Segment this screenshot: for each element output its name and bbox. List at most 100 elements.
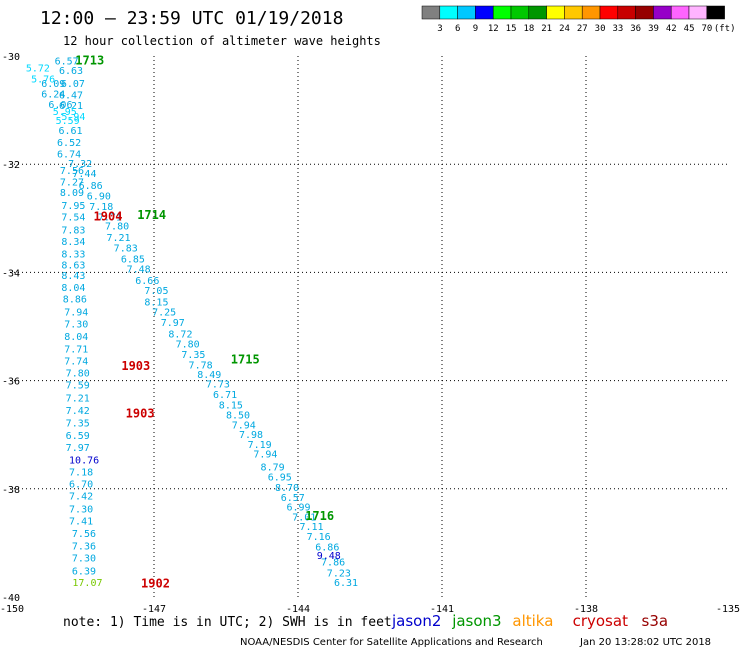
wave-height-label: 6.59 [66, 431, 90, 442]
wave-height-label: 7.71 [98, 212, 122, 223]
scale-label: 33 [612, 24, 623, 34]
scale-swatch [457, 5, 476, 20]
wave-height-label: 5.59 [56, 116, 80, 127]
scale-label: 45 [684, 24, 695, 34]
wave-height-label: 7.97 [161, 318, 185, 329]
scale-swatch [564, 5, 583, 20]
wave-height-label: 6.85 [121, 255, 145, 266]
mission-jason2: jason2 [391, 612, 441, 630]
wave-height-label: 17.07 [72, 578, 102, 589]
plot-area: -150 -147 -144 -141 -138 -135 -30 -32 -34 -36 -38 -… [0, 52, 740, 615]
scale-label: 3 [437, 24, 442, 34]
wave-height-label: 8.15 [144, 297, 168, 308]
wave-height-label: 7.18 [89, 202, 113, 213]
wave-height-label: 6.86 [79, 181, 103, 192]
footer-timestamp: Jan 20 13:28:02 UTC 2018 [579, 637, 711, 648]
plot-background [10, 56, 730, 597]
wave-height-label: 6.06 [48, 100, 72, 111]
wave-height-label: 6.66 [135, 276, 159, 287]
y-tick-label: -32 [2, 160, 20, 171]
y-tick-label: -38 [2, 485, 20, 496]
wave-height-label: 7.23 [327, 568, 351, 579]
wave-height-label: 6.07 [61, 79, 85, 90]
x-tick-label: -138 [574, 604, 598, 615]
page-title: 12:00 – 23:59 UTC 01/19/2018 [40, 8, 343, 29]
wave-height-label: 6.09 [41, 79, 65, 90]
wave-height-label: 7.97 [66, 443, 90, 454]
wave-height-label: 6.47 [59, 91, 83, 102]
scale-swatch [510, 5, 530, 20]
wave-height-label: 8.04 [61, 283, 85, 294]
scale-label: 39 [648, 24, 659, 34]
scale-swatch [421, 5, 441, 20]
wave-height-label: 5.72 [26, 64, 50, 75]
wave-height-label: 8.49 [197, 370, 221, 381]
scale-label: 24 [559, 24, 570, 34]
wave-height-label: 6.95 [268, 473, 292, 484]
wave-height-label: 6.74 [57, 150, 81, 161]
mission-jason3: jason3 [451, 612, 501, 630]
x-tick-label: -144 [286, 604, 310, 615]
wave-height-label: 7.41 [69, 517, 93, 528]
wave-height-label: 6.70 [69, 480, 93, 491]
wave-height-label: 7.19 [248, 440, 272, 451]
wave-height-label: 7.94 [64, 308, 88, 319]
wave-height-label: 7.35 [181, 350, 205, 361]
grid-lines [10, 56, 730, 597]
wave-height-label: 6.31 [334, 578, 358, 589]
scale-label: 9 [473, 24, 478, 34]
y-tick-label: -30 [2, 52, 20, 63]
wave-height-label: 7.32 [68, 159, 92, 170]
wave-height-label: 7.42 [69, 492, 93, 503]
wave-height-label: 7.25 [152, 308, 176, 319]
wave-height-label: 8.79 [261, 462, 285, 473]
wave-height-label: 7.98 [239, 430, 263, 441]
wave-height-label: 6.57 [281, 493, 305, 504]
scale-label: 6 [455, 24, 460, 34]
scale-label: 12 [488, 24, 499, 34]
scale-swatch [599, 5, 619, 20]
wave-height-label: 7.21 [66, 394, 90, 405]
wave-height-label: 8.04 [64, 332, 88, 343]
y-tick-label: -36 [2, 377, 20, 388]
wave-height-label: 6.71 [213, 390, 237, 401]
wave-height-label: 8.70 [275, 483, 299, 494]
wave-height-label: 7.21 [106, 233, 130, 244]
scale-label: 42 [666, 24, 677, 34]
scale-swatch [653, 5, 672, 20]
scale-swatch [617, 5, 636, 20]
wave-height-label: 6.86 [315, 542, 339, 553]
track-time-label: 1716 [305, 509, 334, 523]
wave-height-label: 7.83 [114, 243, 138, 254]
wave-height-label: 7.56 [72, 529, 96, 540]
scale-swatch [439, 5, 458, 20]
wave-height-label: 8.72 [168, 329, 192, 340]
scale-swatch [492, 5, 512, 20]
wave-height-label: 7.30 [72, 553, 96, 564]
x-tick-label: -141 [430, 604, 454, 615]
wave-height-label: 7.73 [206, 380, 230, 391]
track-time-labels: 1713 1904 1714 1903 1715 1903 1716 1902 [75, 54, 334, 591]
x-tick-label: -147 [142, 604, 166, 615]
scale-swatch [475, 5, 494, 20]
wave-height-label: 7.83 [61, 225, 85, 236]
wave-height-label: 7.95 [61, 201, 85, 212]
wave-height-label: 6.52 [57, 138, 81, 149]
wave-height-label: 7.71 [64, 344, 88, 355]
wave-height-label: 8.33 [61, 249, 85, 260]
footer-credit: NOAA/NESDIS Center for Satellite Applica… [240, 637, 543, 648]
wave-height-label: 8.50 [226, 410, 250, 421]
wave-height-label: 7.80 [176, 340, 200, 351]
track-time-label: 1904 [94, 209, 123, 223]
scale-swatch [528, 5, 547, 20]
mission-s3a: s3a [642, 612, 669, 630]
wave-height-label: 7.16 [307, 532, 331, 543]
wave-height-label: 5.76 [31, 75, 55, 86]
scale-swatch [635, 5, 654, 20]
scale-label: 15 [506, 24, 517, 34]
wave-height-label: 8.63 [61, 261, 85, 272]
wave-height-label: 7.80 [105, 222, 129, 233]
scale-swatch [581, 5, 601, 20]
track-time-label: 1714 [137, 208, 166, 222]
